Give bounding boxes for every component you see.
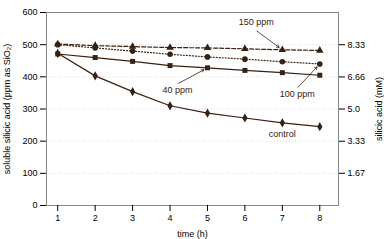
svg-text:40 ppm: 40 ppm xyxy=(163,85,193,95)
svg-text:150 ppm: 150 ppm xyxy=(239,17,274,27)
svg-text:time (h): time (h) xyxy=(177,229,208,239)
svg-text:5: 5 xyxy=(205,213,210,223)
svg-text:8: 8 xyxy=(317,213,322,223)
svg-text:6: 6 xyxy=(242,213,247,223)
svg-text:500: 500 xyxy=(22,40,37,50)
svg-text:6.66: 6.66 xyxy=(348,72,366,82)
svg-text:200: 200 xyxy=(22,136,37,146)
svg-text:300: 300 xyxy=(22,104,37,114)
svg-text:3: 3 xyxy=(130,213,135,223)
svg-text:4: 4 xyxy=(168,213,173,223)
svg-text:1.67: 1.67 xyxy=(348,168,366,178)
svg-text:600: 600 xyxy=(22,7,37,17)
svg-text:400: 400 xyxy=(22,72,37,82)
svg-text:7: 7 xyxy=(280,213,285,223)
svg-text:3.33: 3.33 xyxy=(348,136,366,146)
svg-text:0: 0 xyxy=(32,200,37,210)
svg-text:control: control xyxy=(269,129,296,139)
svg-text:1: 1 xyxy=(55,213,60,223)
svg-text:soluble silicic acid (ppm as S: soluble silicic acid (ppm as SiO₂) xyxy=(2,44,12,175)
svg-text:100: 100 xyxy=(22,168,37,178)
svg-text:8.33: 8.33 xyxy=(348,40,366,50)
svg-text:2: 2 xyxy=(93,213,98,223)
svg-text:100 ppm: 100 ppm xyxy=(280,89,315,99)
svg-text:5.0: 5.0 xyxy=(348,104,361,114)
svg-text:silicic acid (mM): silicic acid (mM) xyxy=(374,77,384,141)
